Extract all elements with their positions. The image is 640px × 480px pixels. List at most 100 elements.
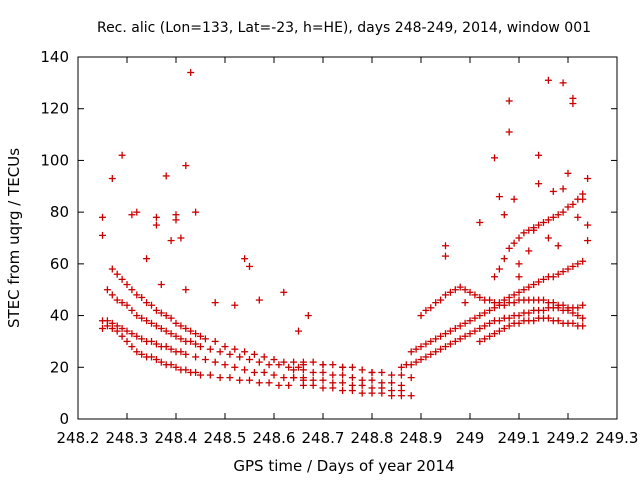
data-point bbox=[481, 322, 489, 330]
data-point bbox=[544, 216, 552, 224]
y-tick-label: 100 bbox=[40, 151, 69, 169]
data-point bbox=[241, 348, 249, 356]
data-point bbox=[250, 368, 258, 376]
data-point bbox=[221, 343, 229, 351]
data-point bbox=[569, 200, 577, 208]
data-point bbox=[569, 262, 577, 270]
data-point bbox=[290, 374, 298, 382]
data-point bbox=[162, 172, 170, 180]
data-point bbox=[103, 286, 111, 294]
data-point bbox=[216, 374, 224, 382]
data-point bbox=[118, 151, 126, 159]
data-point bbox=[250, 350, 258, 358]
data-point bbox=[564, 169, 572, 177]
data-point bbox=[123, 337, 131, 345]
y-tick-label: 20 bbox=[50, 358, 69, 376]
data-point bbox=[481, 335, 489, 343]
data-point bbox=[260, 353, 268, 361]
data-point bbox=[138, 335, 146, 343]
y-tick-label: 80 bbox=[50, 203, 69, 221]
data-point bbox=[143, 317, 151, 325]
data-point bbox=[559, 208, 567, 216]
data-point bbox=[466, 330, 474, 338]
data-point bbox=[192, 368, 200, 376]
data-point bbox=[442, 343, 449, 351]
data-point bbox=[167, 345, 175, 353]
data-point bbox=[197, 371, 204, 379]
data-point bbox=[388, 379, 396, 387]
data-point bbox=[486, 332, 494, 340]
data-point bbox=[226, 350, 234, 358]
data-point bbox=[138, 293, 146, 301]
data-point bbox=[442, 291, 449, 299]
data-point bbox=[255, 379, 263, 387]
data-point bbox=[495, 299, 503, 307]
data-point bbox=[535, 180, 543, 188]
x-tick-label: 249.1 bbox=[498, 429, 541, 447]
data-point bbox=[579, 314, 587, 322]
data-point bbox=[280, 288, 288, 296]
data-point bbox=[525, 283, 533, 291]
y-tick-label: 60 bbox=[50, 255, 69, 273]
data-point bbox=[515, 273, 523, 281]
plot-frame bbox=[77, 56, 618, 420]
data-point bbox=[486, 296, 494, 304]
data-point bbox=[471, 291, 479, 299]
data-point bbox=[525, 309, 533, 317]
data-point bbox=[368, 389, 376, 397]
data-point bbox=[299, 366, 307, 374]
data-point bbox=[432, 335, 440, 343]
data-point bbox=[437, 345, 445, 353]
data-point bbox=[182, 162, 190, 170]
data-point bbox=[99, 231, 106, 239]
data-point bbox=[505, 128, 513, 136]
data-point bbox=[197, 332, 204, 340]
data-point bbox=[397, 392, 405, 400]
data-point bbox=[388, 392, 396, 400]
data-point bbox=[358, 389, 366, 397]
data-point bbox=[192, 353, 200, 361]
data-point bbox=[515, 312, 523, 320]
data-point bbox=[309, 381, 317, 389]
data-point bbox=[559, 268, 567, 276]
data-point bbox=[505, 97, 513, 105]
data-point bbox=[446, 340, 454, 348]
data-point bbox=[530, 281, 538, 289]
data-point bbox=[412, 345, 420, 353]
data-point bbox=[172, 363, 180, 371]
data-point bbox=[554, 270, 562, 278]
data-point bbox=[378, 389, 386, 397]
y-axis-label: STEC from uqrg / TECUs bbox=[5, 148, 23, 328]
data-point bbox=[422, 353, 430, 361]
data-point bbox=[197, 343, 204, 351]
data-point bbox=[461, 299, 469, 307]
data-point bbox=[476, 337, 484, 345]
data-point bbox=[148, 301, 155, 309]
data-point bbox=[505, 322, 513, 330]
data-point bbox=[437, 296, 445, 304]
data-point bbox=[113, 296, 121, 304]
data-point bbox=[182, 366, 190, 374]
data-point bbox=[255, 358, 263, 366]
data-point bbox=[319, 361, 327, 369]
data-point bbox=[260, 368, 268, 376]
x-axis-ticks: 248.2 248.3 248.4 248.5 248.6 248.7 248.8 248.9… bbox=[57, 57, 638, 447]
data-point bbox=[432, 299, 440, 307]
data-point bbox=[152, 213, 160, 221]
x-tick-label: 248.9 bbox=[400, 429, 443, 447]
data-point bbox=[211, 299, 219, 307]
data-point bbox=[299, 381, 307, 389]
data-point bbox=[152, 221, 160, 229]
data-point bbox=[422, 306, 430, 314]
data-point bbox=[564, 203, 572, 211]
data-point bbox=[280, 374, 288, 382]
data-point bbox=[201, 335, 209, 343]
data-point bbox=[515, 319, 523, 327]
data-point bbox=[530, 226, 538, 234]
data-point bbox=[554, 317, 562, 325]
data-point bbox=[187, 69, 195, 77]
data-point bbox=[574, 213, 582, 221]
data-point bbox=[510, 239, 518, 247]
data-point bbox=[427, 304, 435, 312]
data-point bbox=[123, 327, 131, 335]
